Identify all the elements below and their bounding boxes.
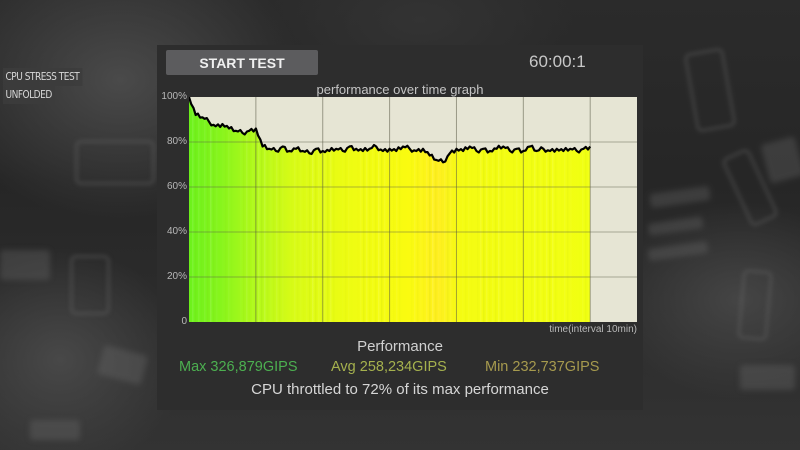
y-tick-60: 60% <box>166 181 187 192</box>
y-tick-80: 80% <box>166 136 187 147</box>
background-decoration <box>647 240 709 262</box>
timer-display: 60:00:1 <box>529 52 586 71</box>
start-test-button[interactable]: START TEST <box>166 50 318 75</box>
y-tick-100: 100% <box>161 91 187 102</box>
background-decoration <box>760 136 800 184</box>
max-performance: Max 326,879GIPS <box>179 359 298 375</box>
background-decoration <box>740 365 795 390</box>
min-performance: Min 232,737GIPS <box>485 359 600 375</box>
background-decoration <box>649 185 711 209</box>
background-decoration <box>737 268 773 342</box>
background-decoration <box>683 47 737 133</box>
chart-gridlines <box>189 97 637 322</box>
background-decoration <box>75 140 155 185</box>
graph-title: performance over time graph <box>316 82 484 97</box>
avg-performance: Avg 258,234GIPS <box>331 359 447 375</box>
background-decoration <box>647 216 704 236</box>
performance-chart <box>189 97 637 322</box>
x-axis-label: time(interval 10min) <box>549 324 637 335</box>
background-decoration <box>0 250 50 280</box>
overlay-label-subtitle: UNFOLDED <box>3 86 56 104</box>
y-tick-0: 0 <box>181 316 187 327</box>
throttle-message: CPU throttled to 72% of its max performa… <box>251 381 549 398</box>
y-tick-20: 20% <box>166 271 187 282</box>
background-decoration <box>70 255 110 315</box>
background-decoration <box>96 344 149 386</box>
performance-title: Performance <box>357 338 443 355</box>
chart-canvas <box>189 97 637 322</box>
stress-test-panel: START TEST 60:00:1 performance over time… <box>157 45 643 410</box>
chart-stripes <box>192 97 590 322</box>
y-tick-40: 40% <box>166 226 187 237</box>
background-decoration <box>30 420 80 440</box>
overlay-label-title: CPU STRESS TEST <box>3 68 83 86</box>
chart-line <box>189 97 592 164</box>
